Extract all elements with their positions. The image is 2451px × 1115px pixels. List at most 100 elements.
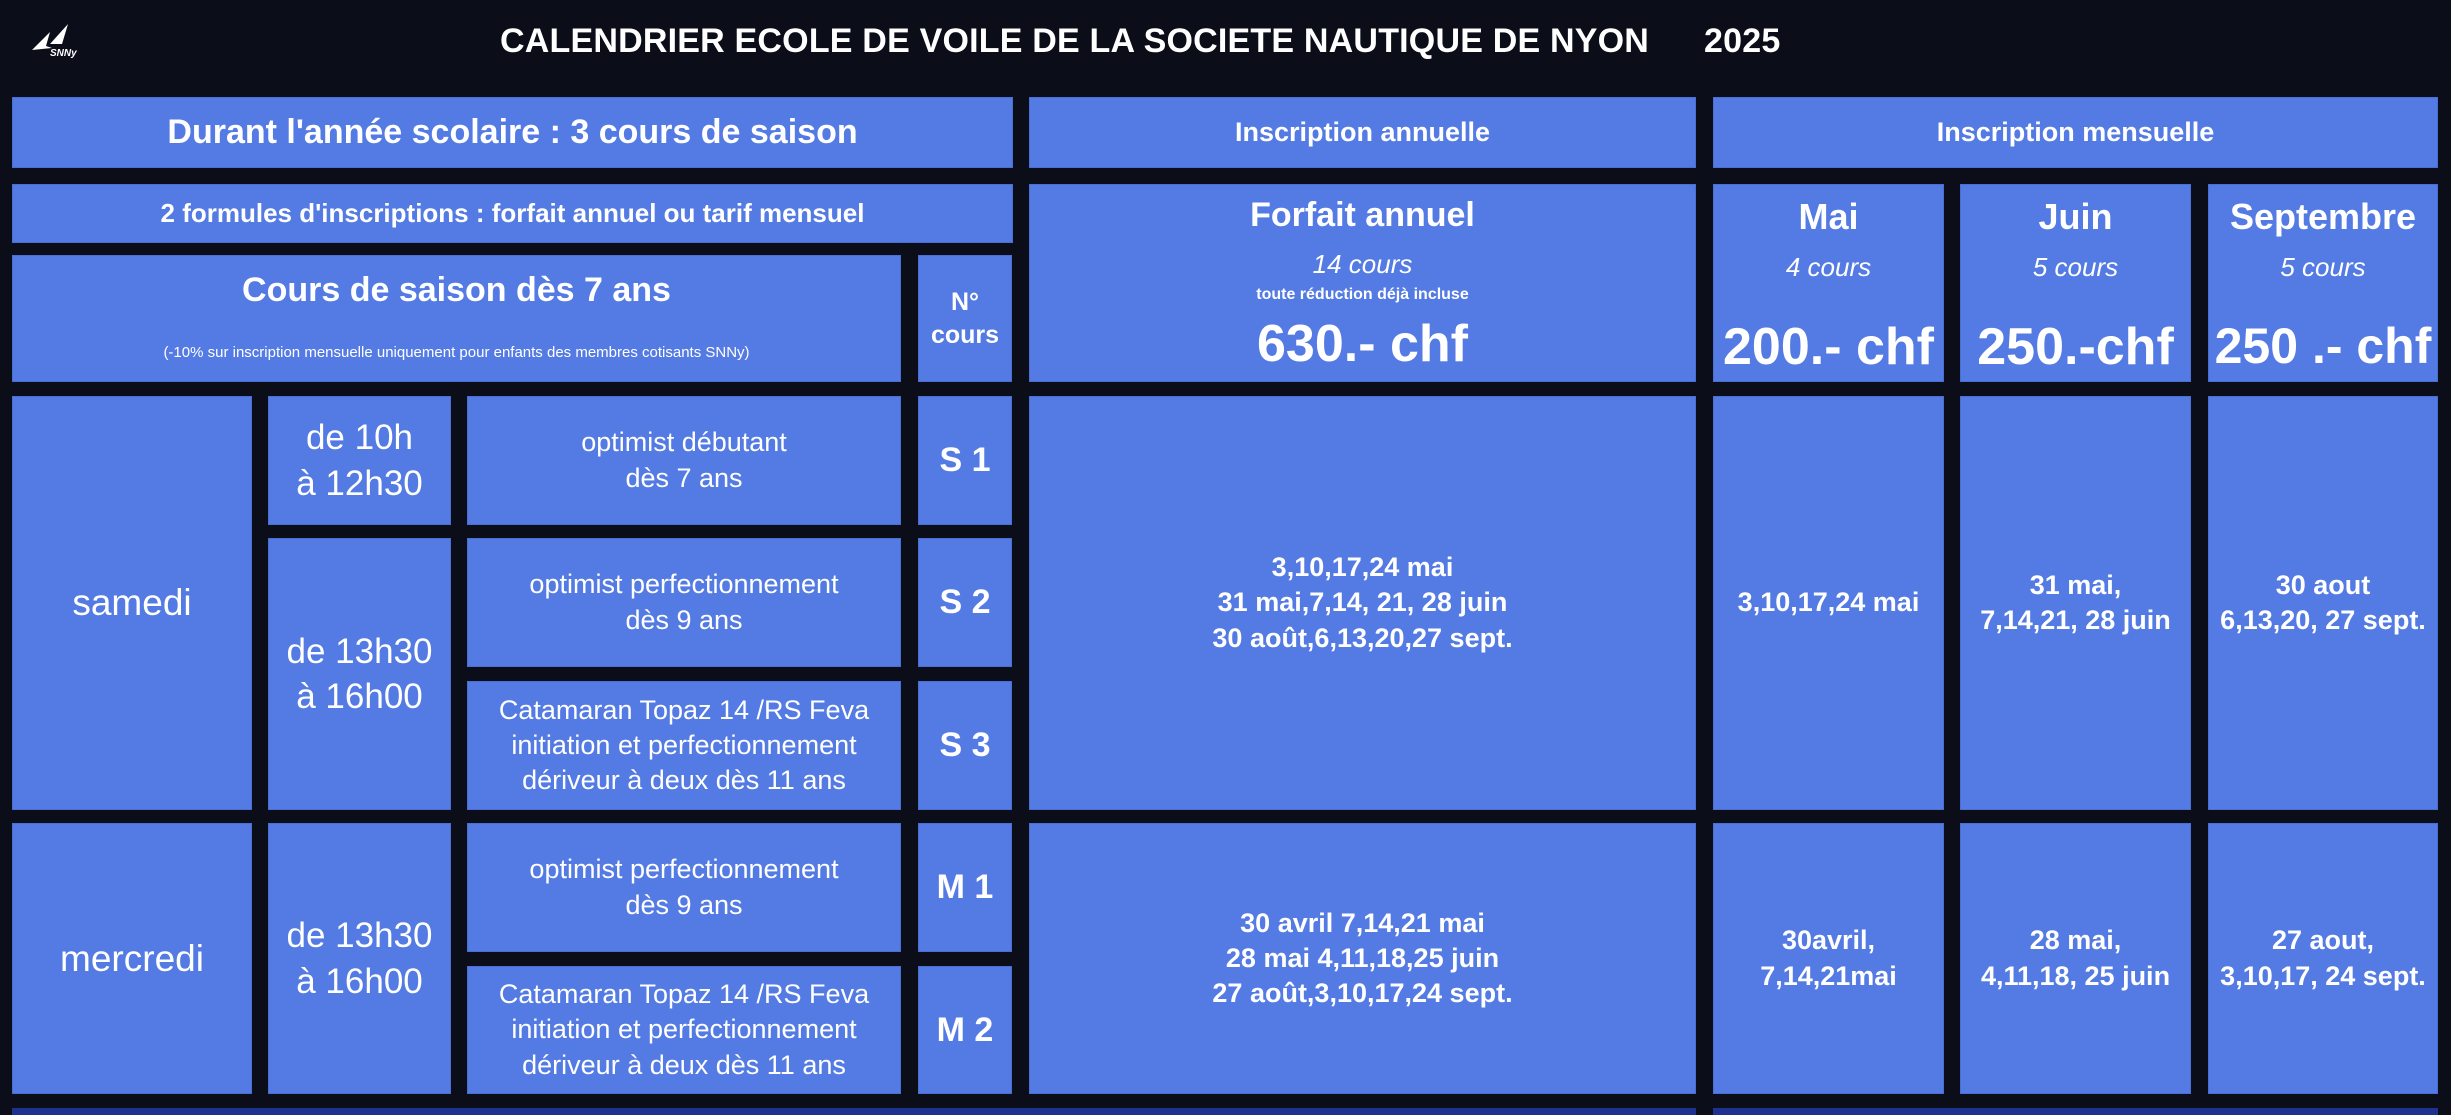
month-price: 250 .- chf [2214,318,2432,374]
courses-title-cell: Cours de saison dès 7 ans (-10% sur insc… [12,255,901,382]
course-code-s2: S 2 [918,538,1012,667]
course-desc-line: dériveur à deux dès 11 ans [522,1049,846,1080]
date-line: 31 mai, [2029,569,2122,600]
date-line: 7,14,21, 28 juin [1980,605,2171,635]
annual-package: Forfait annuel 14 cours toute réduction … [1029,184,1696,382]
course-desc-line: dès 9 ans [625,604,743,635]
course-desc-line: dès 9 ans [625,889,743,920]
course-number-header: N° cours [918,255,1012,382]
month-price: 250.-chf [1977,318,2174,376]
month-count: 5 cours [2032,252,2119,282]
course-desc-line: Catamaran Topaz 14 /RS Feva [498,979,870,1010]
svg-text:SNNy: SNNy [50,48,77,59]
day-samedi: samedi [12,396,252,810]
course-code: S 2 [939,583,991,621]
time-end: à 12h30 [296,463,423,503]
monthly-header-text: Inscription mensuelle [1936,117,2215,147]
month-septembre: Septembre 5 cours 250 .- chf [2208,184,2438,382]
course-desc-line: dès 7 ans [625,462,743,493]
date-line: 27 aout, [2271,925,2375,956]
course-code-s3: S 3 [918,681,1012,810]
course-desc-line: optimist perfectionnement [529,854,839,885]
season-title-text: Durant l'année scolaire : 3 cours de sai… [167,113,858,151]
date-line: 3,10,17, 24 sept. [2220,960,2426,991]
annual-header: Inscription annuelle [1029,97,1696,168]
annual-dates-mercredi: 30 avril 7,14,21 mai 28 mai 4,11,18,25 j… [1029,823,1696,1094]
course-number-header-line2: cours [930,320,1000,349]
course-desc-line: Catamaran Topaz 14 /RS Feva [498,694,870,725]
time-slot-samedi-morning: de 10h à 12h30 [268,396,451,525]
month-name: Mai [1798,196,1859,237]
annual-header-text: Inscription annuelle [1234,117,1491,147]
season-title: Durant l'année scolaire : 3 cours de sai… [12,97,1013,168]
course-code: S 3 [939,726,991,764]
course-number-header-line1: N° [950,288,980,316]
course-desc-line: dériveur à deux dès 11 ans [522,765,846,796]
date-line: 28 mai 4,11,18,25 juin [1225,942,1500,973]
course-desc-s3: Catamaran Topaz 14 /RS Feva initiation e… [467,681,901,810]
date-line: 7,14,21mai [1760,960,1897,991]
annual-title: Forfait annuel [1250,196,1475,234]
date-line: 30avril, [1781,925,1876,956]
date-line: 31 mai,7,14, 21, 28 juin [1217,587,1508,618]
course-code: M 2 [936,1010,994,1049]
mai-dates-mercredi: 30avril, 7,14,21mai [1713,823,1944,1094]
footer-band-right [1713,1108,2438,1115]
course-code-m2: M 2 [918,966,1012,1094]
title-text: CALENDRIER ECOLE DE VOILE DE LA SOCIETE … [500,21,1650,60]
month-juin: Juin 5 cours 250.-chf [1960,184,2191,382]
course-desc-line: initiation et perfectionnement [511,729,857,760]
date-line: 4,11,18, 25 juin [1980,960,2171,991]
annual-price: 630.- chf [1257,315,1468,373]
formulas-info: 2 formules d'inscriptions : forfait annu… [12,184,1013,243]
time-end: à 16h00 [296,961,423,1001]
month-mai: Mai 4 cours 200.- chf [1713,184,1944,382]
date-line: 27 août,3,10,17,24 sept. [1212,978,1513,1009]
annual-note: toute réduction déjà incluse [1256,286,1469,303]
date-line: 30 aout [2275,569,2371,600]
month-name: Juin [2038,196,2113,237]
formulas-text: 2 formules d'inscriptions : forfait annu… [160,198,865,228]
discount-note: (-10% sur inscription mensuelle uniqueme… [163,344,750,361]
annual-dates-samedi: 3,10,17,24 mai 31 mai,7,14, 21, 28 juin … [1029,396,1696,810]
course-code: S 1 [939,441,991,479]
course-desc-m2: Catamaran Topaz 14 /RS Feva initiation e… [467,966,901,1094]
page-title: CALENDRIER ECOLE DE VOILE DE LA SOCIETE … [500,18,1780,64]
time-start: de 13h30 [286,916,433,955]
course-desc-s2: optimist perfectionnement dès 9 ans [467,538,901,667]
juin-dates-mercredi: 28 mai, 4,11,18, 25 juin [1960,823,2191,1094]
title-year: 2025 [1704,21,1781,60]
date-line: 30 avril 7,14,21 mai [1240,907,1485,938]
day-label: samedi [72,582,192,623]
time-slot-mercredi: de 13h30 à 16h00 [268,823,451,1094]
footer-band-left [12,1108,1696,1115]
date-line: 6,13,20, 27 sept. [2220,605,2426,635]
day-label: mercredi [60,937,204,979]
mai-dates-samedi: 3,10,17,24 mai [1713,396,1944,810]
course-desc-s1: optimist débutant dès 7 ans [467,396,901,525]
juin-dates-samedi: 31 mai, 7,14,21, 28 juin [1960,396,2191,810]
annual-count: 14 cours [1312,249,1413,279]
month-price: 200.- chf [1723,318,1934,376]
date-line: 3,10,17,24 mai [1737,587,1920,618]
snny-logo-icon: SNNy [32,24,77,59]
course-code-m1: M 1 [918,823,1012,952]
time-start: de 10h [305,418,414,457]
course-desc-line: optimist perfectionnement [529,569,839,600]
time-slot-samedi-afternoon: de 13h30 à 16h00 [268,538,451,810]
date-line: 30 août,6,13,20,27 sept. [1212,622,1513,653]
date-line: 28 mai, [2029,925,2122,956]
time-start: de 13h30 [286,631,433,671]
course-desc-line: optimist débutant [581,427,787,458]
septembre-dates-mercredi: 27 aout, 3,10,17, 24 sept. [2208,823,2438,1094]
course-desc-m1: optimist perfectionnement dès 9 ans [467,823,901,952]
septembre-dates-samedi: 30 aout 6,13,20, 27 sept. [2208,396,2438,810]
month-count: 4 cours [1785,252,1872,282]
month-count: 5 cours [2280,252,2366,282]
monthly-header: Inscription mensuelle [1713,97,2438,168]
course-code: M 1 [936,868,994,906]
courses-title: Cours de saison dès 7 ans [242,271,671,309]
day-mercredi: mercredi [12,823,252,1094]
month-name: Septembre [2229,196,2417,237]
course-code-s1: S 1 [918,396,1012,525]
